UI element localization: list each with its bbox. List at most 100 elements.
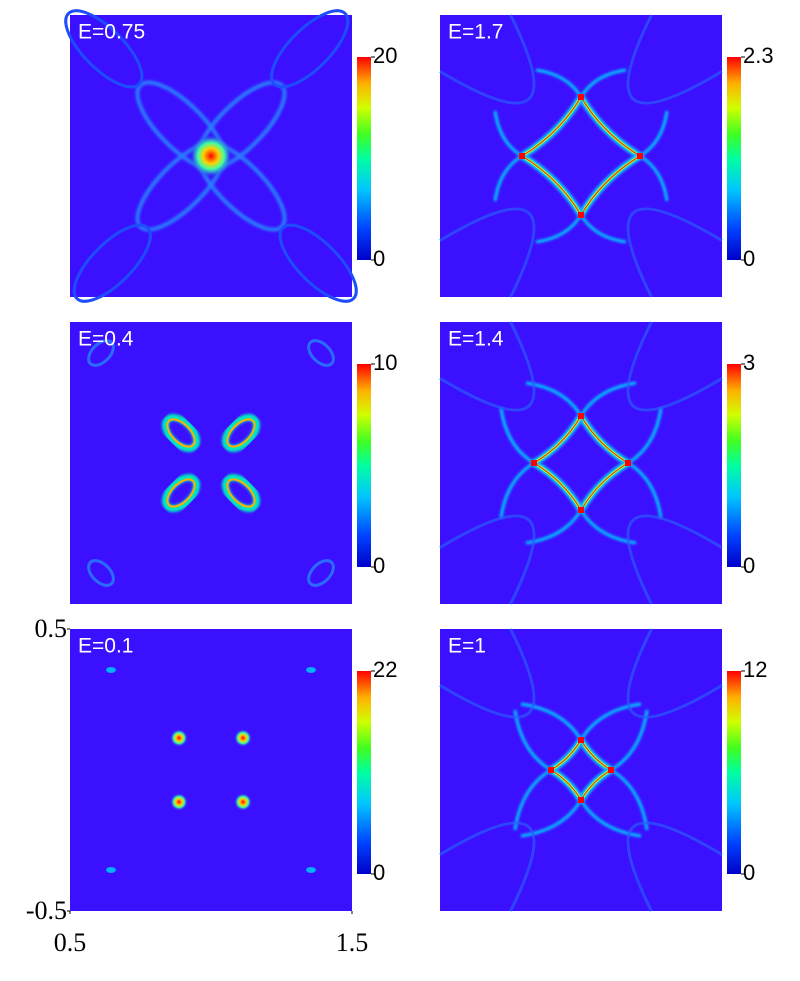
ring-core	[166, 478, 196, 508]
node	[548, 767, 554, 773]
ridge-peak	[533, 462, 582, 511]
ridge-peak	[580, 462, 629, 511]
y-tick-label: 0.5	[35, 614, 68, 643]
faint-petal	[278, 223, 358, 303]
arm	[499, 461, 535, 519]
heatmap-features	[87, 339, 335, 587]
panel: E=0.75	[64, 9, 358, 303]
panel: E=0.1	[70, 629, 352, 911]
y-tick-label: -0.5	[26, 896, 67, 925]
panel-title: E=0.4	[78, 328, 134, 351]
arm	[579, 799, 642, 838]
spot	[234, 793, 252, 811]
faint-ridge	[439, 628, 536, 719]
faint-ridge	[439, 207, 536, 298]
colorbar-tick-label: 0	[743, 246, 755, 271]
arm	[639, 110, 669, 158]
ridge-peak	[521, 96, 582, 157]
node	[578, 507, 584, 513]
heatmap-features	[439, 14, 723, 298]
arm	[627, 407, 663, 465]
faint-petal	[72, 223, 152, 303]
node	[531, 460, 537, 466]
heatmap-features	[439, 321, 723, 605]
colorbar	[357, 57, 371, 260]
faint-petal	[270, 9, 350, 89]
outer-spot	[106, 667, 116, 673]
node	[519, 153, 525, 159]
x-tick-label: 0.5	[54, 928, 87, 957]
colorbar	[727, 364, 741, 567]
panel-title: E=0.1	[78, 635, 133, 658]
panel: E=1.4	[439, 321, 723, 605]
arm	[493, 110, 523, 158]
outer-spot	[106, 867, 116, 873]
heatmap	[440, 322, 722, 604]
arm	[520, 799, 583, 838]
spot	[170, 729, 188, 747]
colorbar-tick-label: 2.3	[743, 43, 774, 68]
colorbar-tick-label: 20	[373, 43, 397, 68]
panel-title: E=1.4	[448, 328, 504, 351]
colorbar-tick-label: 0	[373, 553, 385, 578]
colorbar-tick-label: 3	[743, 350, 755, 375]
faint-ridge	[626, 321, 723, 412]
faint-ridge	[626, 628, 723, 719]
panel-title: E=1.7	[448, 21, 503, 44]
ridge-peak	[580, 415, 629, 464]
node	[578, 737, 584, 743]
heatmap	[70, 629, 352, 911]
colorbar	[727, 57, 741, 260]
arm	[493, 154, 523, 202]
node	[637, 153, 643, 159]
colorbar	[357, 364, 371, 567]
faint-ridge	[626, 821, 723, 912]
ridge-peak	[580, 96, 641, 157]
faint-ridge	[439, 321, 536, 412]
ring-core	[226, 478, 256, 508]
colorbar-tick-label: 0	[743, 860, 755, 885]
ring	[221, 473, 261, 513]
ridge-peak	[533, 415, 582, 464]
arm	[579, 68, 627, 98]
ring	[221, 413, 261, 453]
heatmap-features	[106, 667, 316, 873]
node	[578, 797, 584, 803]
node	[608, 767, 614, 773]
node	[578, 94, 584, 100]
ring	[161, 473, 201, 513]
heatmap	[440, 629, 722, 911]
ridge-peak	[521, 155, 582, 216]
arm	[520, 702, 583, 741]
panel-title: E=0.75	[78, 21, 145, 44]
arm	[535, 68, 583, 98]
faint-ridge	[626, 14, 723, 105]
faint-ridge	[439, 514, 536, 605]
ring-core	[166, 418, 196, 448]
ridge-peak	[580, 155, 641, 216]
arm	[499, 407, 535, 465]
colorbar-tick-label: 0	[743, 553, 755, 578]
arm	[639, 154, 669, 202]
colorbar	[357, 671, 371, 874]
colorbar-tick-label: 22	[373, 657, 397, 682]
outer-spot	[306, 667, 316, 673]
spot	[170, 793, 188, 811]
panel: E=1.7	[439, 14, 723, 298]
colorbar-tick-label: 0	[373, 246, 385, 271]
faint-petal	[64, 9, 144, 89]
outer-ring	[307, 339, 335, 367]
ring-core	[226, 418, 256, 448]
faint-ridge	[626, 207, 723, 298]
faint-ridge	[626, 514, 723, 605]
outer-ring	[307, 559, 335, 587]
node	[625, 460, 631, 466]
arm	[579, 214, 627, 244]
heatmap	[440, 15, 722, 297]
outer-spot	[306, 867, 316, 873]
panel: E=0.4	[70, 322, 352, 604]
colorbar-tick-label: 10	[373, 350, 397, 375]
heatmap	[70, 322, 352, 604]
colorbar	[727, 671, 741, 874]
